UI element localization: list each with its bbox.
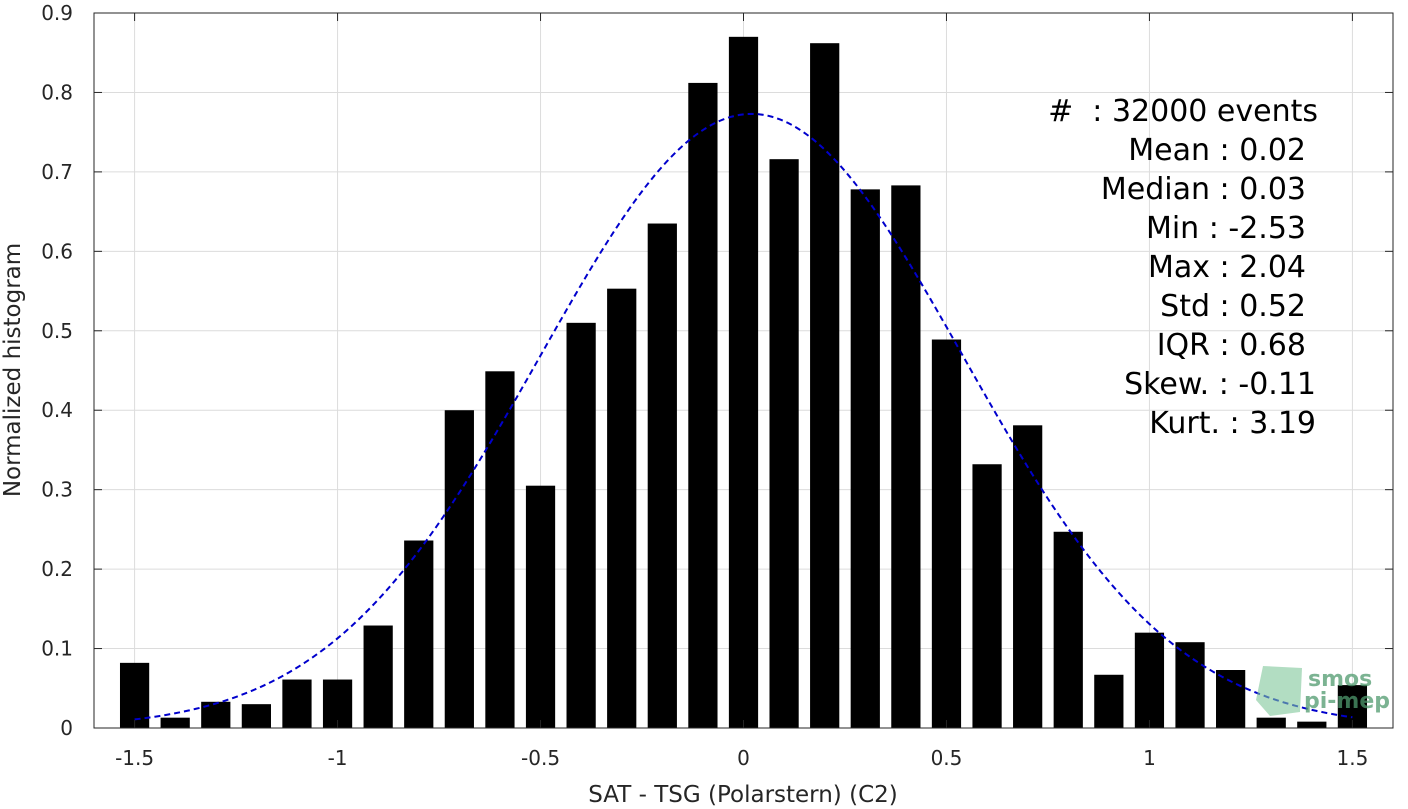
histogram-bar-29	[1297, 721, 1327, 728]
histogram-bar-0	[119, 662, 150, 728]
stat-median: Median : 0.03	[1101, 172, 1306, 207]
histogram-bar-9	[485, 371, 515, 728]
x-tick-label-2: -0.5	[521, 746, 560, 770]
histogram-bar-27	[1216, 670, 1246, 728]
histogram-bar-15	[728, 36, 759, 729]
histogram-bar-19	[891, 185, 921, 729]
histogram-bar-25	[1134, 632, 1165, 728]
logo-text-line1: smos	[1308, 667, 1372, 692]
y-tick-label-6: 0.6	[41, 239, 73, 263]
y-tick-label-4: 0.4	[41, 398, 73, 422]
histogram-bar-1	[160, 717, 190, 728]
axis-ticks	[94, 12, 1393, 729]
histogram-bar-12	[607, 288, 637, 728]
x-tick-label-4: 0.5	[931, 746, 963, 770]
x-tick-label-0: -1.5	[115, 746, 154, 770]
y-tick-label-2: 0.2	[41, 557, 73, 581]
histogram-bar-5	[322, 679, 353, 728]
statistics-annotation: # : 32000 events Mean : 0.02 Median : 0.…	[1048, 94, 1318, 441]
stat-mean: Mean : 0.02	[1128, 133, 1306, 168]
histogram-bar-10	[525, 485, 556, 728]
x-tick-label-5: 1	[1143, 746, 1156, 770]
logo-shape-icon	[1256, 666, 1302, 716]
histogram-bar-23	[1053, 531, 1083, 728]
stat-max: Max : 2.04	[1148, 250, 1306, 285]
histogram-bar-22	[1013, 425, 1043, 728]
y-tick-label-9: 0.9	[41, 1, 73, 25]
y-axis-label: Normalized histogram	[0, 243, 26, 497]
y-tick-label-0: 0	[60, 716, 73, 740]
histogram-bar-18	[850, 189, 880, 728]
histogram-bar-14	[688, 82, 718, 728]
y-tick-labels: 0 0.1 0.2 0.3 0.4 0.5 0.6 0.7 0.8 0.9	[41, 1, 73, 740]
y-tick-label-5: 0.5	[41, 319, 73, 343]
histogram-bar-13	[647, 223, 677, 728]
histogram-bar-4	[282, 679, 312, 728]
histogram-bar-8	[444, 410, 474, 728]
histogram-bar-17	[810, 43, 840, 728]
stat-std: Std : 0.52	[1160, 289, 1306, 324]
stat-skew: Skew. : -0.11	[1124, 367, 1316, 402]
histogram-bar-26	[1175, 642, 1205, 728]
histogram-bar-3	[241, 704, 271, 728]
histogram-bar-20	[931, 339, 962, 728]
y-tick-label-8: 0.8	[41, 80, 73, 104]
x-tick-label-6: 1.5	[1337, 746, 1369, 770]
histogram-bars	[119, 36, 1368, 729]
y-tick-label-7: 0.7	[41, 160, 73, 184]
gaussian-fit-curve	[134, 112, 1353, 721]
histogram-bar-16	[769, 159, 799, 728]
stat-min: Min : -2.53	[1146, 211, 1306, 246]
histogram-bar-21	[972, 464, 1002, 728]
x-tick-labels: -1.5 -1 -0.5 0 0.5 1 1.5	[115, 746, 1368, 770]
y-tick-label-3: 0.3	[41, 478, 73, 502]
histogram-bar-7	[404, 540, 434, 728]
smos-pi-mep-logo: smos pi-mep	[1256, 666, 1390, 716]
stat-events: # : 32000 events	[1048, 94, 1318, 129]
histogram-bar-28	[1256, 717, 1286, 728]
stat-iqr: IQR : 0.68	[1157, 328, 1306, 363]
x-tick-label-3: 0	[737, 746, 750, 770]
histogram-bar-24	[1094, 674, 1124, 728]
x-tick-label-1: -1	[328, 746, 348, 770]
histogram-bar-6	[363, 625, 393, 728]
logo-text-line2: pi-mep	[1304, 689, 1390, 714]
y-tick-label-1: 0.1	[41, 637, 73, 661]
x-axis-label: SAT - TSG (Polarstern) (C2)	[588, 782, 897, 808]
stat-kurt: Kurt. : 3.19	[1149, 406, 1316, 441]
histogram-bar-11	[566, 322, 596, 728]
